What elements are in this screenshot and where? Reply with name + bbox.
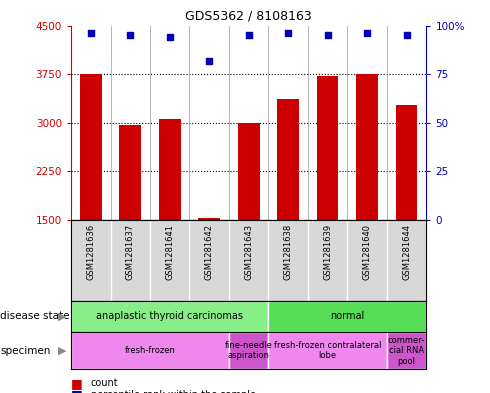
- Text: ■: ■: [71, 376, 83, 390]
- Point: [126, 32, 134, 39]
- Text: GSM1281643: GSM1281643: [244, 224, 253, 280]
- Text: commer-
cial RNA
pool: commer- cial RNA pool: [388, 336, 425, 365]
- Point: [166, 34, 173, 40]
- Text: ▶: ▶: [58, 311, 66, 321]
- Point: [245, 32, 253, 39]
- Bar: [387, 332, 426, 369]
- Text: fine-needle
aspiration: fine-needle aspiration: [225, 341, 272, 360]
- Point: [403, 32, 411, 39]
- Bar: [80, 74, 101, 220]
- Bar: [269, 301, 426, 332]
- Text: GSM1281644: GSM1281644: [402, 224, 411, 280]
- Title: GDS5362 / 8108163: GDS5362 / 8108163: [185, 10, 312, 23]
- Text: ▶: ▶: [58, 346, 66, 356]
- Text: GSM1281636: GSM1281636: [86, 224, 95, 280]
- Text: percentile rank within the sample: percentile rank within the sample: [91, 390, 256, 393]
- Bar: [238, 123, 260, 220]
- Text: count: count: [91, 378, 118, 388]
- Bar: [159, 119, 181, 220]
- Bar: [71, 301, 269, 332]
- Bar: [317, 76, 339, 220]
- Text: ■: ■: [71, 388, 83, 393]
- Text: normal: normal: [330, 311, 365, 321]
- Text: anaplastic thyroid carcinomas: anaplastic thyroid carcinomas: [96, 311, 243, 321]
- Bar: [356, 74, 378, 220]
- Point: [87, 30, 95, 37]
- Bar: [269, 332, 387, 369]
- Text: GSM1281637: GSM1281637: [126, 224, 135, 280]
- Point: [284, 30, 292, 37]
- Bar: [396, 105, 417, 220]
- Text: fresh-frozen: fresh-frozen: [124, 346, 175, 355]
- Point: [205, 57, 213, 64]
- Bar: [198, 218, 220, 220]
- Text: GSM1281641: GSM1281641: [165, 224, 174, 280]
- Point: [363, 30, 371, 37]
- Point: [324, 32, 332, 39]
- Bar: [71, 332, 229, 369]
- Text: fresh-frozen contralateral
lobe: fresh-frozen contralateral lobe: [274, 341, 381, 360]
- Bar: [229, 332, 269, 369]
- Text: GSM1281642: GSM1281642: [205, 224, 214, 280]
- Bar: [277, 99, 299, 220]
- Text: disease state: disease state: [0, 311, 70, 321]
- Bar: [120, 125, 141, 220]
- Text: specimen: specimen: [0, 346, 50, 356]
- Text: GSM1281640: GSM1281640: [363, 224, 371, 280]
- Text: GSM1281639: GSM1281639: [323, 224, 332, 280]
- Text: GSM1281638: GSM1281638: [284, 224, 293, 280]
